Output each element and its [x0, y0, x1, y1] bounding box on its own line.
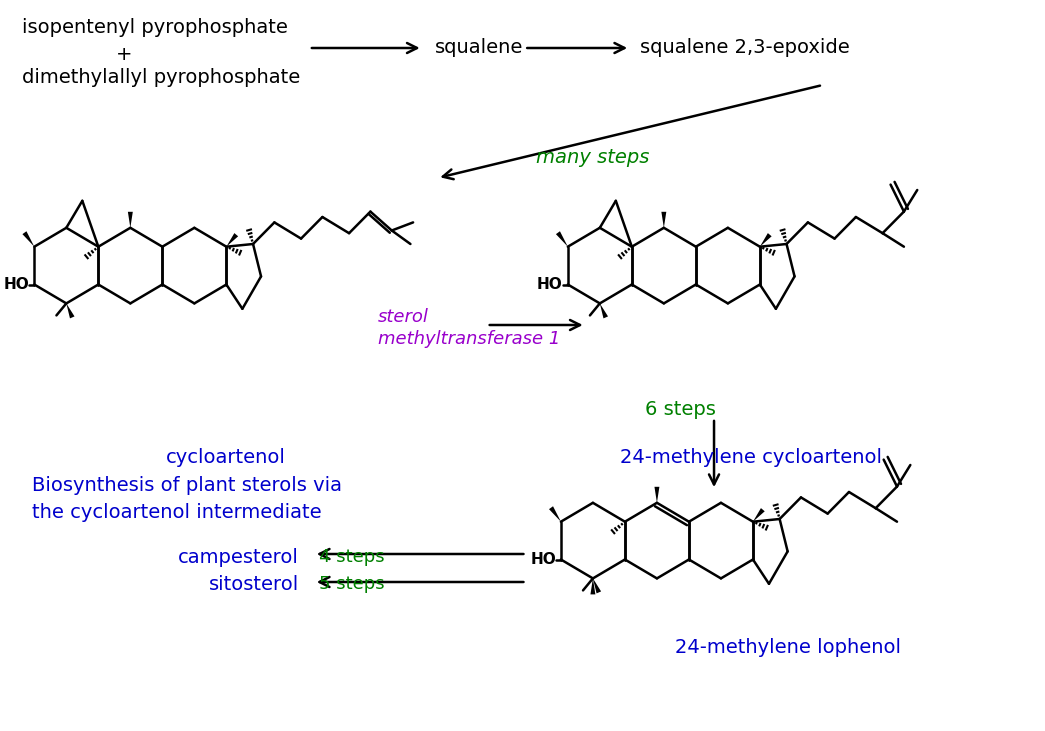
Polygon shape — [593, 578, 601, 594]
Text: 4 steps: 4 steps — [319, 548, 385, 566]
Text: squalene 2,3-epoxide: squalene 2,3-epoxide — [640, 38, 850, 57]
Text: campesterol: campesterol — [179, 548, 299, 567]
Text: HO: HO — [537, 277, 563, 292]
Text: many steps: many steps — [536, 148, 650, 167]
Text: HO: HO — [530, 552, 556, 567]
Text: sterol: sterol — [378, 308, 429, 326]
Polygon shape — [22, 231, 34, 246]
Text: +: + — [116, 45, 133, 64]
Polygon shape — [661, 212, 667, 228]
Text: HO: HO — [3, 277, 29, 292]
Text: sitosterol: sitosterol — [209, 575, 299, 594]
Text: dimethylallyl pyrophosphate: dimethylallyl pyrophosphate — [22, 68, 301, 87]
Polygon shape — [127, 212, 133, 228]
Polygon shape — [590, 578, 596, 594]
Polygon shape — [549, 507, 561, 522]
Text: cycloartenol: cycloartenol — [166, 448, 285, 467]
Polygon shape — [66, 303, 74, 319]
Polygon shape — [753, 508, 765, 522]
Text: 24-methylene cycloartenol: 24-methylene cycloartenol — [620, 448, 882, 467]
Polygon shape — [227, 233, 238, 246]
Polygon shape — [760, 233, 771, 246]
Text: 24-methylene lophenol: 24-methylene lophenol — [674, 638, 901, 657]
Text: 5 steps: 5 steps — [319, 575, 385, 593]
Polygon shape — [654, 487, 659, 503]
Text: 6 steps: 6 steps — [645, 400, 716, 419]
Text: isopentenyl pyrophosphate: isopentenyl pyrophosphate — [22, 18, 288, 37]
Polygon shape — [600, 303, 608, 319]
Text: the cycloartenol intermediate: the cycloartenol intermediate — [32, 503, 322, 522]
Text: Biosynthesis of plant sterols via: Biosynthesis of plant sterols via — [32, 476, 343, 495]
Text: squalene: squalene — [436, 38, 524, 57]
Polygon shape — [556, 231, 567, 246]
Text: methyltransferase 1: methyltransferase 1 — [378, 330, 560, 348]
